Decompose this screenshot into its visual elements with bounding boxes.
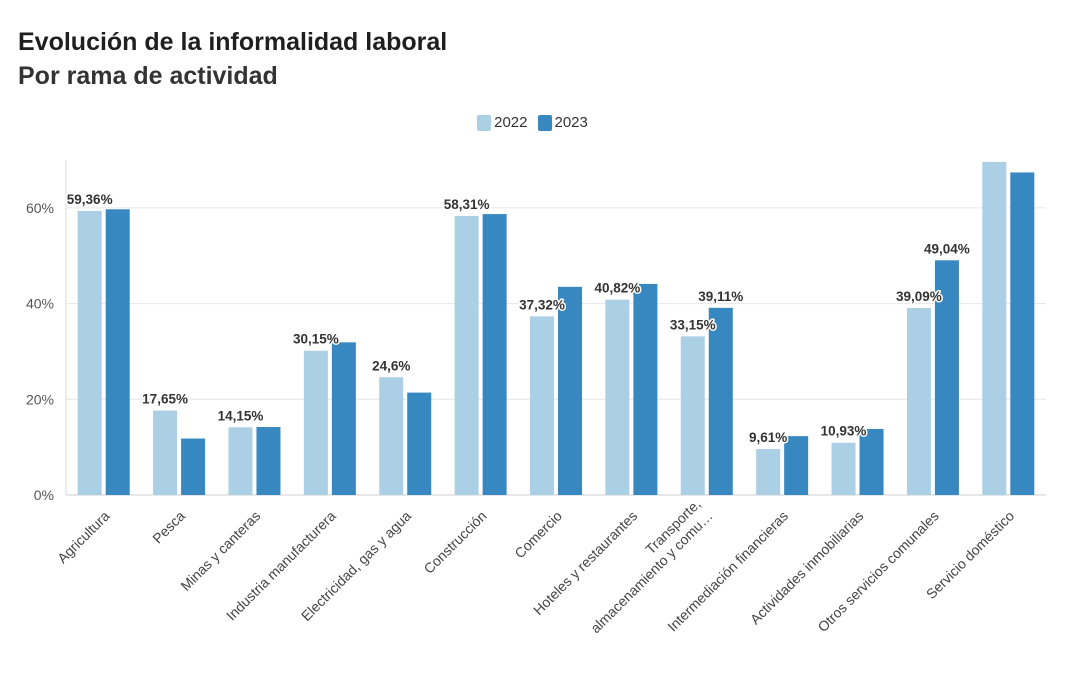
chart-subtitle: Por rama de actividad: [18, 62, 278, 90]
legend: 2022 2023: [0, 114, 1065, 131]
data-labels: 59,36% 17,65% 14,15% 30,15% 24,6% 58,31% 37,32…: [65, 190, 971, 446]
x-tick-text: Minas y canteras: [177, 508, 263, 594]
x-tick-label-2: Minas y canteras: [177, 508, 263, 594]
bar-2023-8[interactable]: [708, 307, 733, 495]
bar-2022-6[interactable]: [530, 316, 554, 495]
data-label-2022-0: 59,36%: [67, 192, 113, 207]
x-tick-text: Otros servicios comunales: [814, 508, 941, 635]
bar-2022-11[interactable]: [906, 307, 931, 495]
data-label-2022-1: 17,65%: [142, 392, 188, 407]
data-label-2022-6: 37,32%: [519, 297, 565, 312]
data-label-2022-10: 10,93%: [821, 424, 867, 439]
x-tick-text: Comercio: [511, 507, 565, 561]
data-label-2022-7: 40,82%: [594, 281, 640, 296]
bar-2023-2[interactable]: [256, 427, 281, 495]
x-tick-label-6: Comercio: [511, 507, 565, 561]
bar-2023-4[interactable]: [407, 392, 432, 495]
bar-2022-12[interactable]: [982, 161, 1007, 495]
legend-label-2023: 2023: [554, 114, 588, 131]
y-tick-label: 20%: [26, 391, 54, 407]
bar-2022-10[interactable]: [831, 442, 856, 495]
legend-label-2022: 2022: [494, 114, 528, 131]
x-tick-text: almacenamiento y comu…: [587, 508, 716, 637]
legend-swatch-2023: [537, 114, 552, 131]
legend-swatch-2022: [477, 114, 492, 131]
data-label-2022-11: 39,09%: [896, 289, 942, 304]
data-label-2023-11: 49,04%: [924, 241, 970, 256]
bar-2023-6[interactable]: [558, 286, 582, 495]
data-label-2022-4: 24,6%: [372, 358, 410, 373]
bar-2022-0[interactable]: [77, 210, 102, 496]
bar-2023-9[interactable]: [784, 436, 809, 495]
bar-2023-7[interactable]: [633, 283, 658, 495]
bar-2022-5[interactable]: [454, 215, 479, 495]
x-tick-label-11: Otros servicios comunales: [814, 508, 941, 635]
data-label-2022-8: 33,15%: [670, 317, 716, 332]
data-label-2022-2: 14,15%: [218, 408, 264, 423]
x-tick-text: Construcción: [420, 508, 489, 577]
bar-2023-0[interactable]: [105, 209, 130, 496]
x-tick-label-1: Pesca: [149, 507, 188, 546]
bar-2022-2[interactable]: [228, 427, 253, 495]
y-axis-ticks: 0% 20% 40% 60%: [26, 200, 54, 503]
x-tick-text: Pesca: [149, 507, 188, 546]
data-label-2022-3: 30,15%: [293, 332, 339, 347]
legend-item-2022[interactable]: 2022: [477, 114, 528, 131]
bar-2022-3[interactable]: [303, 350, 328, 495]
y-tick-label: 60%: [26, 200, 54, 216]
x-tick-label-5: Construcción: [420, 508, 489, 577]
bar-2023-10[interactable]: [859, 428, 884, 495]
bar-2023-11[interactable]: [934, 260, 959, 495]
bar-2022-8[interactable]: [680, 336, 705, 495]
bar-2022-9[interactable]: [756, 449, 781, 495]
data-label-2022-5: 58,31%: [444, 197, 490, 212]
data-label-2022-9: 9,61%: [749, 430, 787, 445]
x-tick-label-0: Agricultura: [54, 507, 113, 566]
y-tick-label: 40%: [26, 296, 54, 312]
legend-item-2023[interactable]: 2023: [537, 114, 588, 131]
bar-2022-1[interactable]: [153, 410, 178, 495]
bar-2023-12[interactable]: [1010, 172, 1035, 495]
bar-2023-1[interactable]: [181, 438, 206, 495]
bars: [77, 161, 1035, 496]
bar-2022-4[interactable]: [379, 377, 404, 495]
data-label-2023-8: 39,11%: [698, 289, 743, 304]
bar-2023-5[interactable]: [482, 214, 507, 496]
chart-title: Evolución de la informalidad laboral: [18, 28, 448, 56]
gridlines: [65, 160, 1046, 496]
y-tick-label: 0%: [34, 487, 54, 503]
bar-2023-3[interactable]: [331, 342, 356, 495]
x-tick-text: Agricultura: [54, 507, 113, 566]
bar-2022-7[interactable]: [605, 299, 630, 495]
